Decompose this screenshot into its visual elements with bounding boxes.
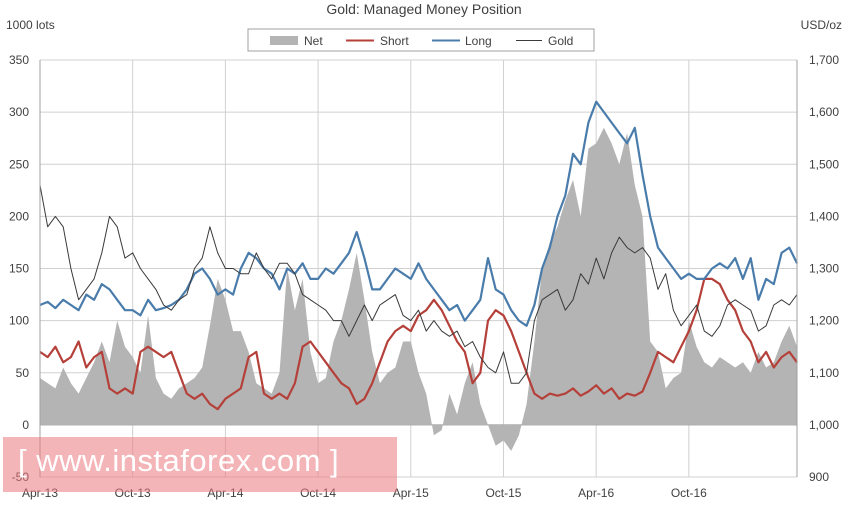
right-axis-label: USD/oz <box>801 18 842 32</box>
legend-long-label: Long <box>465 34 492 48</box>
left-tick-label: 100 <box>9 314 29 328</box>
x-tick-label: Oct-15 <box>485 486 521 500</box>
left-tick-label: 200 <box>9 209 29 223</box>
legend-net-swatch <box>270 36 298 45</box>
x-tick-label: Apr-16 <box>578 486 614 500</box>
watermark: [ www.instaforex.com ] <box>18 443 339 479</box>
net-series <box>40 127 797 451</box>
watermark-banner <box>3 437 397 492</box>
left-tick-label: 50 <box>16 366 30 380</box>
gold-line <box>39 185 798 384</box>
left-tick-label: 250 <box>9 157 29 171</box>
line-series <box>39 100 798 411</box>
x-tick-label: Oct-16 <box>671 486 707 500</box>
right-tick-label: 1,600 <box>809 105 839 119</box>
left-tick-label: 150 <box>9 262 29 276</box>
net-area <box>40 127 797 451</box>
right-tick-label: 1,100 <box>809 366 839 380</box>
long-line <box>39 100 798 327</box>
watermark-bracket-open: [ <box>18 443 28 478</box>
legend: Net Short Long Gold <box>247 28 595 52</box>
right-tick-label: 1,300 <box>809 262 839 276</box>
right-tick-label: 1,000 <box>809 418 839 432</box>
right-tick-label: 1,400 <box>809 209 839 223</box>
left-axis-ticks: -50050100150200250300350 <box>9 53 29 484</box>
short-line <box>39 277 798 411</box>
right-tick-label: 1,700 <box>809 53 839 67</box>
left-tick-label: 300 <box>9 105 29 119</box>
right-tick-label: 1,500 <box>809 157 839 171</box>
legend-net-label: Net <box>304 34 323 48</box>
legend-short-label: Short <box>380 34 409 48</box>
legend-box <box>247 28 595 52</box>
left-tick-label: 0 <box>22 418 29 432</box>
left-tick-label: 350 <box>9 53 29 67</box>
right-axis-ticks: 900 1,000 1,100 1,200 1,300 1,400 1,500 1,600 1,… <box>809 53 839 484</box>
left-axis-label: 1000 lots <box>6 18 55 32</box>
watermark-bracket-close: ] <box>330 443 340 478</box>
chart-title: Gold: Managed Money Position <box>326 1 521 17</box>
legend-gold-label: Gold <box>548 34 573 48</box>
watermark-url: www.instaforex.com <box>36 443 321 478</box>
right-tick-label: 900 <box>809 470 829 484</box>
x-tick-label: Apr-15 <box>393 486 429 500</box>
right-tick-label: 1,200 <box>809 314 839 328</box>
